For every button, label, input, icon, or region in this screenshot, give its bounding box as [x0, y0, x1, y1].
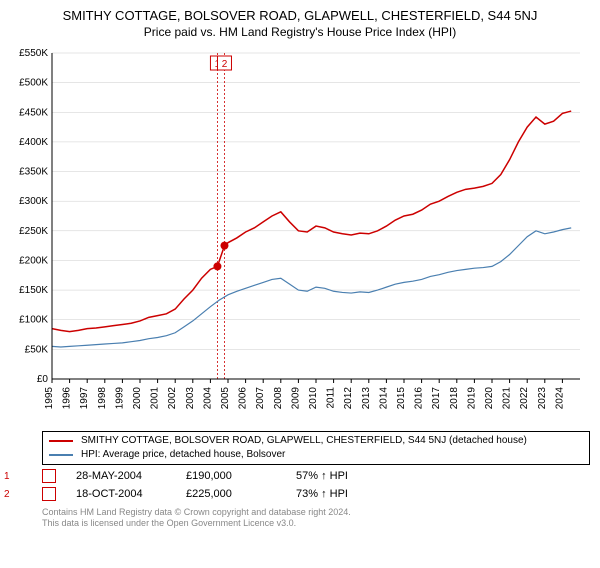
svg-text:2018: 2018: [449, 387, 460, 410]
svg-text:2015: 2015: [396, 387, 407, 410]
svg-text:2006: 2006: [238, 387, 249, 410]
sale-marker-icon: 2: [42, 487, 56, 501]
svg-text:£0: £0: [37, 374, 49, 385]
svg-text:2008: 2008: [273, 387, 284, 410]
svg-text:£550K: £550K: [19, 48, 48, 59]
svg-text:2024: 2024: [554, 387, 565, 410]
svg-text:1998: 1998: [97, 387, 108, 410]
svg-text:2011: 2011: [326, 387, 337, 409]
svg-text:2003: 2003: [185, 387, 196, 410]
sale-row: 2 18-OCT-2004 £225,000 73% ↑ HPI: [42, 487, 590, 501]
sale-delta: 73% ↑ HPI: [296, 488, 386, 500]
svg-text:2014: 2014: [378, 387, 389, 410]
svg-text:£50K: £50K: [25, 344, 49, 355]
svg-text:2016: 2016: [414, 387, 425, 410]
svg-text:£500K: £500K: [19, 78, 48, 89]
svg-text:2004: 2004: [202, 387, 213, 410]
svg-text:1996: 1996: [62, 387, 73, 410]
svg-text:£150K: £150K: [19, 285, 48, 296]
footer: Contains HM Land Registry data © Crown c…: [42, 507, 590, 529]
sale-price: £225,000: [186, 488, 276, 500]
svg-text:£450K: £450K: [19, 107, 48, 118]
svg-text:2000: 2000: [132, 387, 143, 410]
chart-title: SMITHY COTTAGE, BOLSOVER ROAD, GLAPWELL,…: [0, 8, 600, 23]
svg-text:2021: 2021: [502, 387, 513, 410]
sale-delta: 57% ↑ HPI: [296, 470, 386, 482]
sale-date: 28-MAY-2004: [76, 470, 166, 482]
svg-text:2001: 2001: [150, 387, 161, 410]
svg-text:£300K: £300K: [19, 196, 48, 207]
sale-row: 1 28-MAY-2004 £190,000 57% ↑ HPI: [42, 469, 590, 483]
svg-text:2005: 2005: [220, 387, 231, 410]
svg-text:£350K: £350K: [19, 167, 48, 178]
svg-text:2010: 2010: [308, 387, 319, 410]
svg-text:2: 2: [222, 59, 228, 70]
svg-text:2009: 2009: [290, 387, 301, 410]
footer-line: Contains HM Land Registry data © Crown c…: [42, 507, 590, 518]
legend-row-property: SMITHY COTTAGE, BOLSOVER ROAD, GLAPWELL,…: [49, 434, 583, 448]
legend-label-hpi: HPI: Average price, detached house, Bols…: [81, 448, 285, 462]
svg-text:2013: 2013: [361, 387, 372, 410]
svg-text:2007: 2007: [255, 387, 266, 410]
footer-line: This data is licensed under the Open Gov…: [42, 518, 590, 529]
svg-text:2023: 2023: [537, 387, 548, 410]
svg-text:£400K: £400K: [19, 137, 48, 148]
svg-text:£250K: £250K: [19, 226, 48, 237]
legend-label-property: SMITHY COTTAGE, BOLSOVER ROAD, GLAPWELL,…: [81, 434, 527, 448]
svg-text:1997: 1997: [79, 387, 90, 410]
sale-marker-icon: 1: [42, 469, 56, 483]
legend-swatch-hpi: [49, 454, 73, 455]
sales-list: 1 28-MAY-2004 £190,000 57% ↑ HPI 2 18-OC…: [42, 469, 590, 501]
legend-row-hpi: HPI: Average price, detached house, Bols…: [49, 448, 583, 462]
svg-text:£200K: £200K: [19, 255, 48, 266]
svg-text:2022: 2022: [519, 387, 530, 410]
legend: SMITHY COTTAGE, BOLSOVER ROAD, GLAPWELL,…: [42, 431, 590, 465]
chart-svg: £0 £50K £100K £150K £200K £250K £300K £350K £400…: [10, 45, 590, 425]
svg-text:£100K: £100K: [19, 315, 48, 326]
svg-text:2012: 2012: [343, 387, 354, 410]
svg-text:2020: 2020: [484, 387, 495, 410]
svg-text:2002: 2002: [167, 387, 178, 410]
chart-area: £0 £50K £100K £150K £200K £250K £300K £350K £400…: [10, 45, 590, 425]
legend-swatch-property: [49, 440, 73, 442]
svg-text:2019: 2019: [466, 387, 477, 410]
svg-text:1999: 1999: [114, 387, 125, 410]
sale-date: 18-OCT-2004: [76, 488, 166, 500]
svg-text:1995: 1995: [44, 387, 55, 410]
svg-text:2017: 2017: [431, 387, 442, 410]
sale-price: £190,000: [186, 470, 276, 482]
chart-subtitle: Price paid vs. HM Land Registry's House …: [0, 25, 600, 39]
